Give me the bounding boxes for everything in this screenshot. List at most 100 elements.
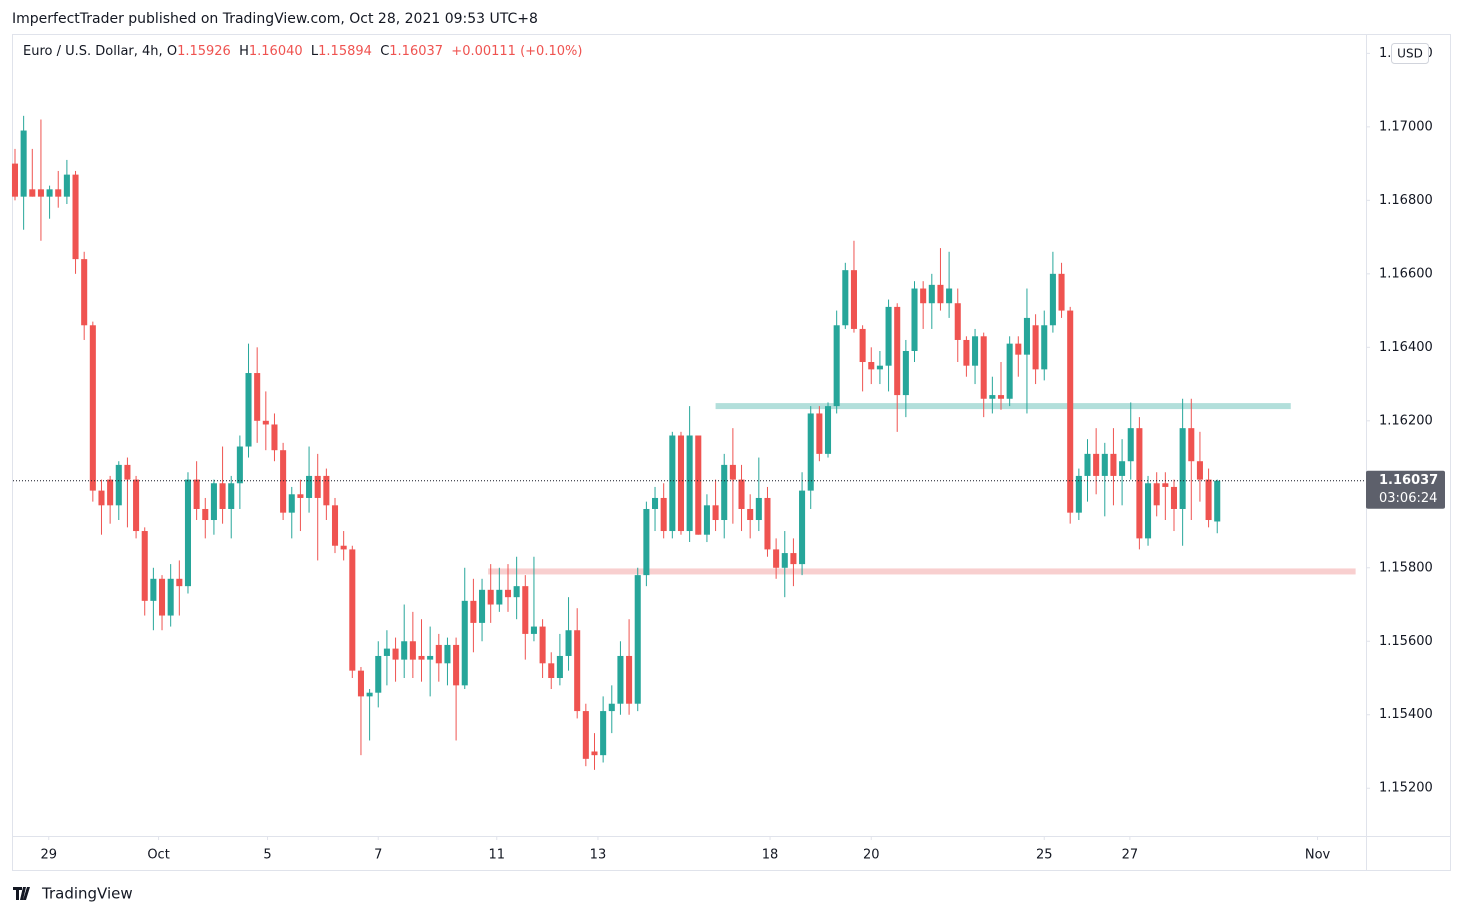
candle-body — [1058, 273, 1065, 311]
candle-body — [669, 435, 676, 532]
candle-body — [781, 553, 788, 568]
candle-body — [98, 490, 105, 506]
candle-body — [306, 475, 313, 498]
candle-body — [1049, 273, 1056, 326]
candle-body — [582, 711, 589, 759]
l-value: 1.15894 — [318, 44, 372, 59]
candle-body — [1179, 428, 1186, 509]
candle-body — [176, 578, 183, 587]
candle-body — [773, 549, 780, 568]
candle-body — [323, 475, 330, 506]
candle-body — [444, 644, 451, 664]
candle-body — [81, 259, 88, 326]
countdown: 03:06:24 — [1379, 491, 1437, 506]
legend: Euro / U.S. Dollar, 4h, O1.15926 H1.1604… — [23, 44, 582, 59]
level-line — [488, 568, 1356, 575]
candle-body — [755, 497, 762, 521]
c-value: 1.16037 — [389, 44, 444, 59]
candle-body — [876, 365, 883, 370]
candle-body — [453, 644, 460, 686]
candle-body — [1214, 480, 1221, 522]
candle-body — [574, 630, 581, 712]
candle-body — [600, 711, 607, 756]
candle-body — [850, 270, 857, 329]
candle-body — [816, 413, 823, 454]
x-tick-label: 5 — [263, 848, 271, 863]
candle-body — [1032, 325, 1039, 370]
last-price-tag — [1366, 470, 1445, 509]
candle-body — [738, 479, 745, 509]
candle-body — [522, 586, 529, 634]
candle-body — [133, 479, 140, 532]
candle-body — [721, 464, 728, 521]
candle-body — [150, 578, 157, 601]
x-tick-label: 18 — [762, 848, 779, 863]
x-tick-label: Nov — [1305, 848, 1331, 863]
level-line — [715, 403, 1291, 410]
candle-body — [375, 655, 382, 693]
candle-body — [383, 648, 390, 656]
candle-body — [1162, 483, 1169, 487]
candle-body — [946, 288, 953, 304]
candle-body — [677, 435, 685, 532]
candle-body — [989, 395, 996, 399]
candle-body — [894, 306, 901, 396]
candle-body — [409, 641, 416, 660]
candle-body — [357, 670, 364, 697]
candle-body — [124, 464, 131, 480]
candle-body — [11, 163, 19, 197]
candle-body — [790, 553, 797, 565]
candle-body — [747, 508, 754, 521]
candle-body — [228, 483, 235, 509]
candle-body — [280, 450, 287, 513]
axes: 1.152001.154001.156001.158001.160001.162… — [40, 43, 1445, 863]
candle-body — [297, 494, 304, 498]
y-tick-label: 1.16400 — [1379, 340, 1433, 355]
candle-body — [1188, 428, 1195, 462]
candle-body — [1196, 461, 1203, 480]
y-tick-label: 1.16200 — [1379, 413, 1433, 428]
candle-body — [652, 497, 659, 509]
candle-body — [937, 284, 944, 304]
candle-body — [980, 336, 987, 399]
candle-body — [331, 505, 339, 546]
candle-body — [210, 483, 217, 521]
candle-body — [1006, 343, 1013, 399]
candle-body — [479, 589, 486, 623]
candle-body — [842, 270, 849, 326]
candle-body — [20, 130, 27, 197]
candle-body — [1015, 343, 1022, 355]
candle-body — [202, 508, 209, 521]
candle-body — [435, 644, 442, 664]
y-tick-label: 1.15800 — [1379, 560, 1433, 575]
candle-body — [1127, 428, 1134, 462]
candle-body — [288, 494, 295, 513]
candle-body — [608, 703, 615, 712]
candle-body — [902, 350, 909, 396]
candle-body — [115, 464, 122, 506]
candle-body — [487, 589, 494, 605]
candle-body — [262, 420, 269, 425]
candle-body — [271, 424, 278, 451]
candle-body — [617, 655, 624, 704]
plot — [11, 115, 1366, 770]
candle-body — [591, 751, 598, 756]
candle-body — [340, 545, 347, 550]
c-label: C — [380, 44, 390, 59]
candle-body — [565, 630, 572, 656]
y-tick-label: 1.17000 — [1379, 119, 1433, 134]
x-tick-label: Oct — [147, 848, 169, 863]
candle-body — [1110, 453, 1117, 476]
candle-body — [184, 479, 192, 587]
candle-body — [911, 288, 918, 351]
candle-body — [556, 655, 563, 679]
candle-body — [1075, 475, 1082, 513]
candle-body — [807, 413, 814, 491]
candle-body — [141, 531, 148, 601]
frame — [12, 34, 1451, 871]
x-tick-label: 25 — [1036, 848, 1053, 863]
candle-body — [1101, 453, 1108, 476]
candle-body — [1084, 453, 1091, 476]
y-tick-label: 1.15200 — [1379, 781, 1433, 796]
candle-body — [1119, 461, 1126, 476]
